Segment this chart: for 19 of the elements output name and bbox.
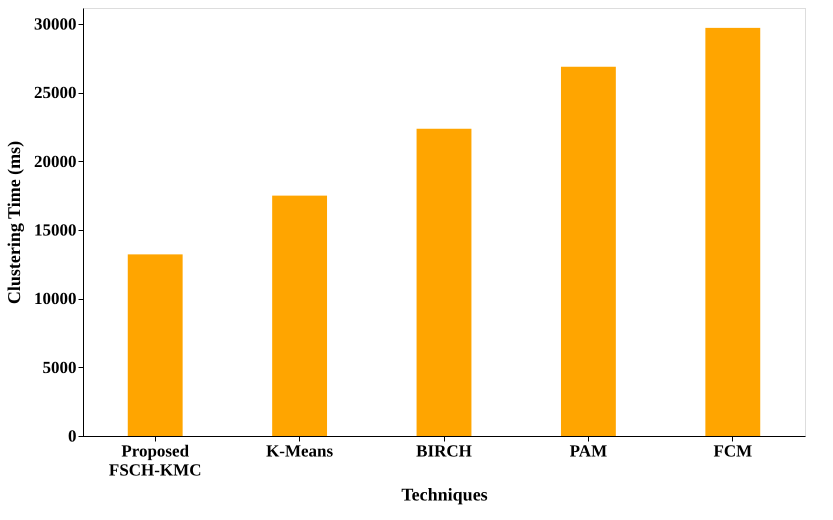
bar <box>705 28 760 436</box>
x-tick-label: Proposed FSCH-KMC <box>108 442 202 480</box>
bar <box>416 128 472 436</box>
x-tick-label: BIRCH <box>416 442 472 460</box>
y-tick-label: 15000 <box>34 220 76 240</box>
y-tick-label: 20000 <box>34 152 76 171</box>
y-tick-label: 0 <box>68 426 76 446</box>
bar <box>128 254 183 436</box>
y-tick-label: 30000 <box>34 14 76 34</box>
x-axis-title: Techniques <box>401 484 488 504</box>
x-tick-label: K-Means <box>266 442 334 460</box>
bar <box>560 66 616 436</box>
x-tick-label: FCM <box>713 442 752 460</box>
y-axis-title: Clustering Time (ms) <box>4 140 24 304</box>
y-tick-label: 25000 <box>34 83 76 102</box>
bar <box>272 196 328 436</box>
y-tick-label: 5000 <box>42 358 76 377</box>
y-tick-label: 10000 <box>34 289 76 308</box>
x-tick-label: PAM <box>570 442 608 460</box>
